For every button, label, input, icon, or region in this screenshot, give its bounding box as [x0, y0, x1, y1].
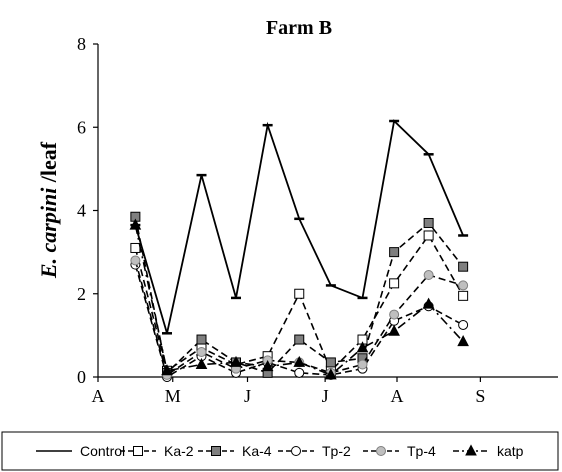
data-point	[423, 217, 434, 228]
legend-item: Ka-2	[120, 443, 194, 459]
data-point	[458, 319, 469, 330]
data-point	[422, 297, 435, 309]
data-point	[423, 230, 434, 241]
data-point	[196, 347, 207, 358]
legend-label: Ka-2	[164, 443, 194, 459]
legend: Control Ka-2 Ka-4 Tp-2 Tp-4 katp	[1, 431, 559, 471]
data-point	[294, 288, 305, 299]
data-point	[294, 367, 305, 378]
data-point	[130, 242, 141, 253]
series-line	[134, 119, 464, 334]
data-point	[129, 218, 142, 230]
series-layer	[129, 119, 469, 382]
data-point	[389, 247, 400, 258]
data-point	[457, 335, 469, 347]
data-point	[196, 334, 207, 345]
legend-item: Tp-4	[363, 443, 436, 459]
x-tick-label: M	[165, 386, 181, 406]
data-point	[195, 357, 208, 370]
y-tick-label: 0	[77, 367, 86, 387]
legend-marker	[291, 446, 301, 456]
x-tick-label: A	[92, 386, 105, 406]
series-control	[130, 119, 469, 335]
data-point	[356, 341, 369, 353]
legend-item: Tp-2	[278, 443, 351, 459]
data-point	[388, 324, 400, 336]
data-point	[325, 357, 336, 368]
legend-marker	[133, 446, 143, 456]
legend-label: katp	[497, 443, 524, 459]
series-ka-2	[130, 230, 469, 376]
legend-marker	[211, 446, 221, 456]
y-tick-label: 8	[77, 34, 86, 54]
legend-item: Control	[36, 443, 125, 459]
legend-label: Tp-2	[322, 443, 351, 459]
legend-marker	[465, 444, 477, 456]
legend-label: Ka-4	[242, 443, 272, 459]
data-point	[325, 368, 337, 380]
legend-label: Control	[80, 443, 125, 459]
y-tick-label: 6	[77, 117, 86, 137]
x-tick-label: S	[475, 386, 485, 406]
data-point	[130, 255, 141, 266]
data-point	[161, 364, 173, 376]
data-point	[458, 280, 469, 291]
series-line	[134, 216, 464, 375]
data-point	[261, 360, 274, 372]
legend-item: katp	[453, 443, 524, 459]
data-point	[423, 270, 434, 281]
data-point	[389, 278, 400, 289]
data-point	[357, 359, 368, 370]
y-tick-label: 2	[77, 284, 86, 304]
y-axis-label-species: E. carpini	[36, 187, 61, 279]
axes: 0 2 4 6 8 A M J J A S	[77, 34, 558, 406]
x-tick-label: J	[244, 386, 251, 406]
data-point	[389, 309, 400, 320]
series-katp	[129, 218, 469, 380]
legend-item: Ka-4	[198, 443, 272, 459]
series-line	[134, 260, 464, 377]
series-line	[134, 264, 464, 379]
data-point	[458, 261, 469, 272]
data-point	[294, 334, 305, 345]
legend-marker	[376, 446, 386, 456]
series-line	[134, 224, 464, 376]
legend-label: Tp-4	[407, 443, 436, 459]
y-axis-label: E. carpini /leaf	[36, 141, 61, 279]
data-point	[230, 355, 242, 367]
y-axis-label-unit: /leaf	[36, 141, 61, 187]
chart-title: Farm B	[266, 17, 332, 39]
data-point	[293, 355, 306, 367]
y-tick-label: 4	[77, 201, 86, 221]
x-tick-label: J	[322, 386, 329, 406]
data-point	[458, 290, 469, 301]
x-tick-label: A	[391, 386, 404, 406]
